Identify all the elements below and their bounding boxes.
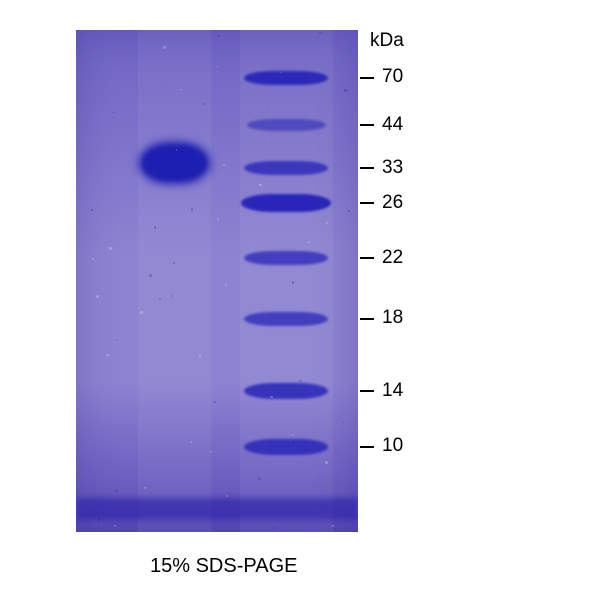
tick-70 (360, 77, 374, 79)
tick-label-70: 70 (382, 66, 403, 88)
tick-label-22: 22 (382, 247, 403, 269)
axis-unit-label: kDa (370, 30, 404, 52)
ladder-band-18 (244, 312, 329, 326)
tick-label-44: 44 (382, 114, 403, 136)
tick-14 (360, 390, 374, 392)
ladder-band-70 (244, 71, 329, 85)
tick-33 (360, 167, 374, 169)
ladder-band-22 (244, 251, 329, 265)
ladder-band-44 (247, 119, 326, 131)
tick-44 (360, 124, 374, 126)
tick-label-14: 14 (382, 380, 403, 402)
ladder-band-14 (244, 383, 329, 399)
tick-26 (360, 202, 374, 204)
tick-label-26: 26 (382, 192, 403, 214)
ladder-band-26 (241, 194, 331, 212)
tick-label-10: 10 (382, 435, 403, 457)
tick-label-33: 33 (382, 157, 403, 179)
tick-18 (360, 318, 374, 320)
sample-lane (138, 30, 211, 532)
tick-22 (360, 257, 374, 259)
ladder-band-10 (244, 439, 329, 455)
tick-label-18: 18 (382, 307, 403, 329)
gel-image (76, 30, 358, 532)
sample-band (142, 145, 207, 181)
ladder-band-33 (244, 161, 329, 175)
gel-caption: 15% SDS-PAGE (150, 555, 297, 578)
gel-figure (76, 30, 358, 532)
ladder-lane (240, 30, 333, 532)
dye-front (76, 498, 358, 520)
tick-10 (360, 446, 374, 448)
